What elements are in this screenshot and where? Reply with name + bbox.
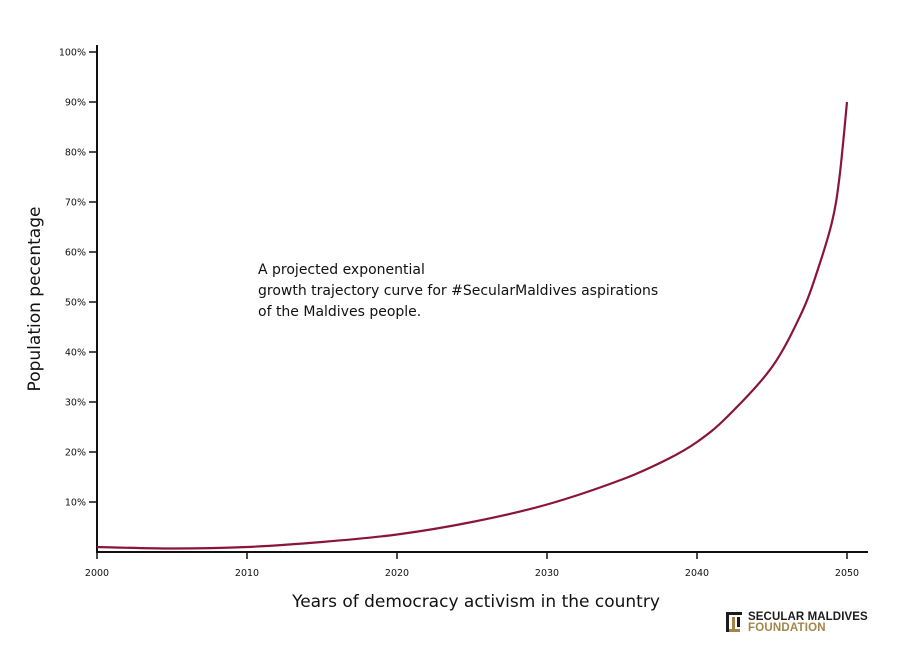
y-tick-label: 50% [65,298,86,309]
axes [96,45,868,553]
y-tick-label: 10% [65,498,86,509]
foundation-logo-icon [726,612,742,632]
x-tick-label: 2000 [85,568,109,579]
y-tick-label: 70% [65,198,86,209]
y-tick-label: 40% [65,348,86,359]
annotation-line-3: of the Maldives people. [258,304,421,320]
y-tick-label: 80% [65,148,86,159]
y-tick-label: 90% [65,98,86,109]
x-tick-label: 2020 [385,568,409,579]
annotation-line-2: growth trajectory curve for #SecularMald… [258,283,658,299]
x-tick-label: 2010 [235,568,259,579]
y-tick-label: 20% [65,448,86,459]
annotation: A projected exponential growth trajector… [258,262,658,320]
y-axis-title: Population pecentage [25,207,45,392]
logo-text-line1: SECULAR MALDIVES [748,611,868,623]
y-tick-label: 60% [65,248,86,259]
y-tick-label: 30% [65,398,86,409]
y-tick-label: 100% [59,48,86,59]
annotation-line-1: A projected exponential [258,262,425,278]
y-ticks: 10% 20% 30% 40% 50% 60% 70% 80% 90% 100% [59,48,97,509]
x-axis-title: Years of democracy activism in the count… [291,592,660,612]
x-tick-label: 2030 [535,568,559,579]
x-tick-label: 2050 [835,568,859,579]
series-line [96,101,849,550]
x-tick-label: 2040 [685,568,709,579]
secular-maldives-logo: SECULAR MALDIVES FOUNDATION [726,611,886,635]
logo-text-line2: FOUNDATION [748,622,826,634]
x-ticks: 2000 2010 2020 2030 2040 2050 [85,552,859,579]
